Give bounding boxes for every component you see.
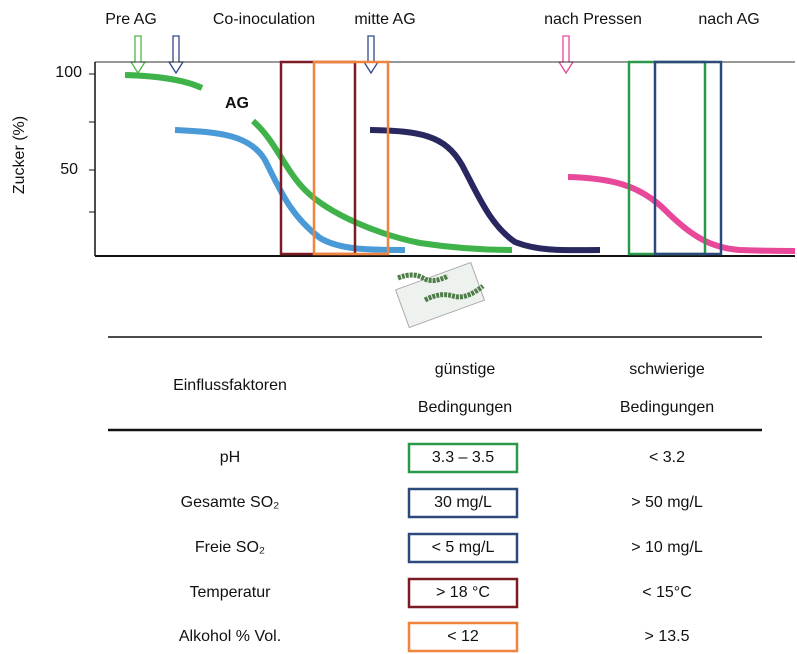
stage-box [627, 60, 707, 256]
stage-box [653, 60, 723, 256]
difficult: < 15°C [642, 584, 692, 601]
stage-label: Co-inoculation [213, 11, 315, 28]
curve [567, 174, 796, 254]
curve [369, 127, 601, 254]
table-header: Einflussfaktoren [173, 377, 287, 394]
factor: Temperatur [190, 584, 272, 601]
arrow [362, 35, 380, 75]
arrow [167, 35, 185, 75]
table-header: Bedingungen [418, 399, 512, 416]
favorable: 30 mg/L [434, 494, 492, 511]
bacteria-image [394, 261, 486, 329]
stage-label: mitte AG [354, 11, 415, 28]
stage-box [312, 60, 390, 256]
table-header: günstige [435, 361, 496, 378]
favorable: < 5 mg/L [432, 539, 495, 556]
curve-label: AG [225, 95, 249, 112]
factor: Alkohol % Vol. [179, 628, 281, 645]
arrow [129, 35, 147, 75]
condition-box [407, 621, 519, 653]
factor: pH [220, 449, 240, 466]
y-tick-label: 50 [60, 161, 78, 178]
stage-label: nach AG [698, 11, 759, 28]
difficult: > 50 mg/L [631, 494, 703, 511]
factor: Gesamte SO₂ [181, 494, 280, 511]
favorable: < 12 [447, 628, 479, 645]
favorable: 3.3 – 3.5 [432, 449, 494, 466]
arrow [557, 35, 575, 75]
curve [124, 72, 204, 91]
difficult: < 3.2 [649, 449, 685, 466]
ticks [89, 73, 95, 213]
stage-boxes [279, 60, 723, 256]
y-axis-label: Zucker (%) [11, 116, 28, 194]
difficult: > 13.5 [645, 628, 690, 645]
difficult: > 10 mg/L [631, 539, 703, 556]
condition-box [407, 487, 519, 519]
y-tick-label: 100 [55, 64, 82, 81]
condition-box [407, 532, 519, 564]
arrows [129, 35, 575, 75]
favorable: > 18 °C [436, 584, 490, 601]
stage-label: nach Pressen [544, 11, 642, 28]
condition-box [407, 577, 519, 609]
table-header: schwierige [629, 361, 705, 378]
condition-box [407, 442, 519, 474]
table-header: Bedingungen [620, 399, 714, 416]
curve [174, 127, 406, 253]
table-body: pH 3.3 – 3.5 < 3.2 Gesamte SO₂ 30 mg/L > 50 m… [179, 442, 703, 653]
stage-box [279, 60, 357, 256]
stage-label: Pre AG [105, 11, 157, 28]
factor: Freie SO₂ [195, 539, 265, 556]
